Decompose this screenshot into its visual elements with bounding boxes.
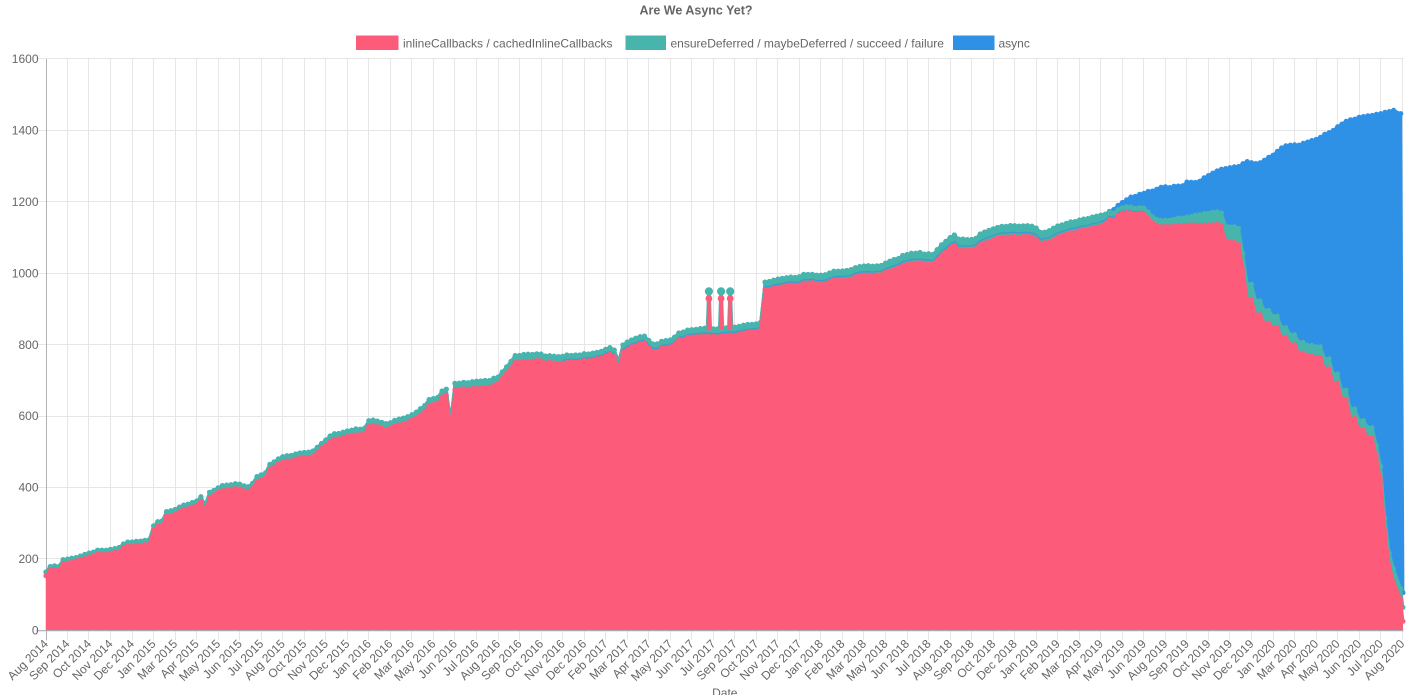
svg-text:600: 600: [18, 409, 38, 423]
svg-text:inlineCallbacks / cachedInline: inlineCallbacks / cachedInlineCallbacks: [403, 37, 612, 51]
svg-text:Are We Async Yet?: Are We Async Yet?: [639, 4, 752, 18]
svg-text:1000: 1000: [12, 266, 39, 280]
svg-text:200: 200: [18, 552, 38, 566]
svg-text:400: 400: [18, 481, 38, 495]
svg-text:Date: Date: [712, 686, 738, 695]
svg-text:0: 0: [32, 623, 39, 637]
svg-text:async: async: [999, 37, 1030, 51]
svg-text:1400: 1400: [12, 124, 39, 138]
svg-text:ensureDeferred / maybeDeferred: ensureDeferred / maybeDeferred / succeed…: [671, 37, 945, 51]
svg-text:1600: 1600: [12, 52, 39, 66]
svg-text:1200: 1200: [12, 195, 39, 209]
svg-text:800: 800: [18, 338, 38, 352]
